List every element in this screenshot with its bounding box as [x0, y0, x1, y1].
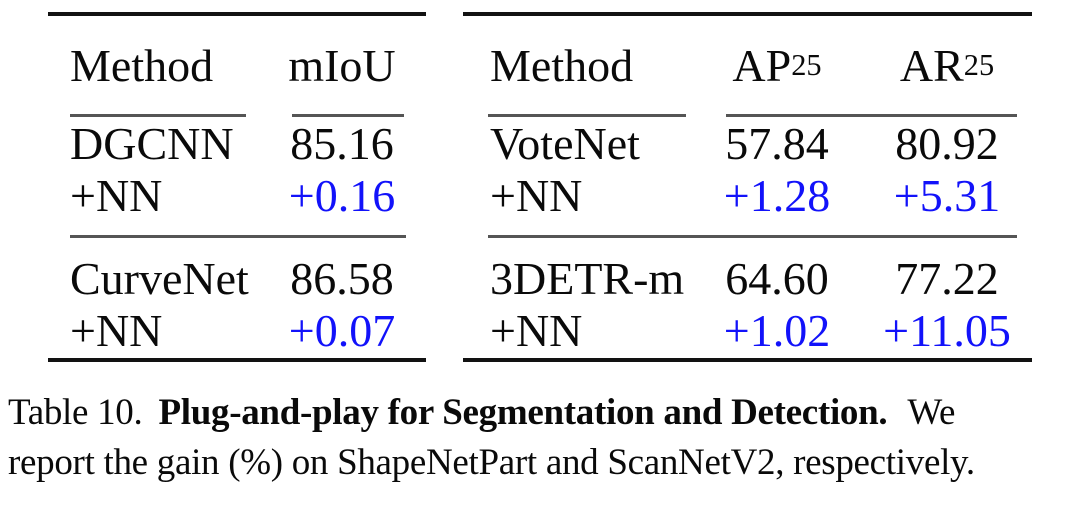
header-label: Method — [490, 39, 634, 91]
table-row: DGCNN 85.16 — [48, 117, 426, 169]
caption-title-bold: Plug-and-play for Segmentation and Detec… — [158, 392, 888, 433]
column-header-ar25: AR 25 — [899, 39, 995, 91]
value-cell: 64.60 — [725, 253, 829, 304]
cmidrule — [292, 114, 404, 117]
gain-value-cell: +0.16 — [288, 170, 396, 221]
caption-label: Table 10. — [8, 392, 143, 433]
column-header-miou: mIoU — [258, 39, 426, 92]
gain-value-cell: +5.31 — [893, 170, 1001, 221]
table-row: CurveNet 86.58 — [48, 252, 426, 304]
table-row: VoteNet 57.84 80.92 — [463, 117, 1032, 169]
toprule — [48, 12, 426, 16]
toprule — [463, 12, 1032, 16]
value-cell: 80.92 — [895, 118, 999, 169]
cmidrule — [488, 114, 686, 117]
table-row: 3DETR-m 64.60 77.22 — [463, 252, 1032, 304]
header-midrules — [463, 114, 1032, 117]
method-cell: CurveNet — [70, 253, 249, 304]
value-cell: 77.22 — [895, 253, 999, 304]
header-midrules — [48, 114, 426, 117]
bottomrule — [48, 358, 426, 362]
header-label: AP — [732, 39, 792, 91]
cmidrule — [70, 114, 246, 117]
segmentation-header-row: Method mIoU — [48, 16, 426, 114]
method-cell: +NN — [70, 170, 163, 221]
value-cell: 85.16 — [290, 118, 394, 169]
cmidrule — [726, 114, 1017, 117]
method-cell: +NN — [490, 170, 583, 221]
column-header-method: Method — [48, 39, 258, 92]
table-caption: Table 10. Plug-and-play for Segmentation … — [8, 388, 1072, 488]
detection-table: Method AP 25 AR 25 VoteNet 57.84 80.92 +NN… — [463, 10, 1032, 362]
segmentation-table: Method mIoU DGCNN 85.16 +NN +0.16 CurveN… — [48, 10, 426, 362]
column-header-ap25: AP 25 — [732, 39, 822, 91]
caption-text: We — [907, 392, 956, 433]
header-label: Method — [70, 39, 214, 91]
table-row-gain: +NN +1.02 +11.05 — [463, 304, 1032, 356]
method-cell: 3DETR-m — [490, 253, 685, 304]
table-row-gain: +NN +0.16 — [48, 169, 426, 221]
header-label: mIoU — [288, 39, 396, 91]
table-row-gain: +NN +1.28 +5.31 — [463, 169, 1032, 221]
group-separator-rule — [70, 235, 406, 238]
detection-header-row: Method AP 25 AR 25 — [463, 16, 1032, 114]
method-cell: +NN — [490, 305, 583, 356]
method-cell: VoteNet — [490, 118, 640, 169]
value-cell: 57.84 — [725, 118, 829, 169]
method-cell: DGCNN — [70, 118, 234, 169]
gain-value-cell: +0.07 — [288, 305, 396, 356]
value-cell: 86.58 — [290, 253, 394, 304]
gain-value-cell: +1.02 — [723, 305, 831, 356]
bottomrule — [463, 358, 1032, 362]
method-cell: +NN — [70, 305, 163, 356]
caption-line-2: report the gain (%) on ShapeNetPart and … — [8, 438, 1072, 488]
gain-value-cell: +11.05 — [883, 305, 1011, 356]
group-separator-rule — [488, 235, 1017, 238]
caption-text: report the gain (%) on ShapeNetPart and … — [8, 442, 975, 483]
table-row-gain: +NN +0.07 — [48, 304, 426, 356]
header-label: AR — [899, 39, 964, 91]
caption-line-1: Table 10. Plug-and-play for Segmentation … — [8, 388, 1072, 438]
column-header-method: Method — [463, 39, 692, 92]
gain-value-cell: +1.28 — [723, 170, 831, 221]
